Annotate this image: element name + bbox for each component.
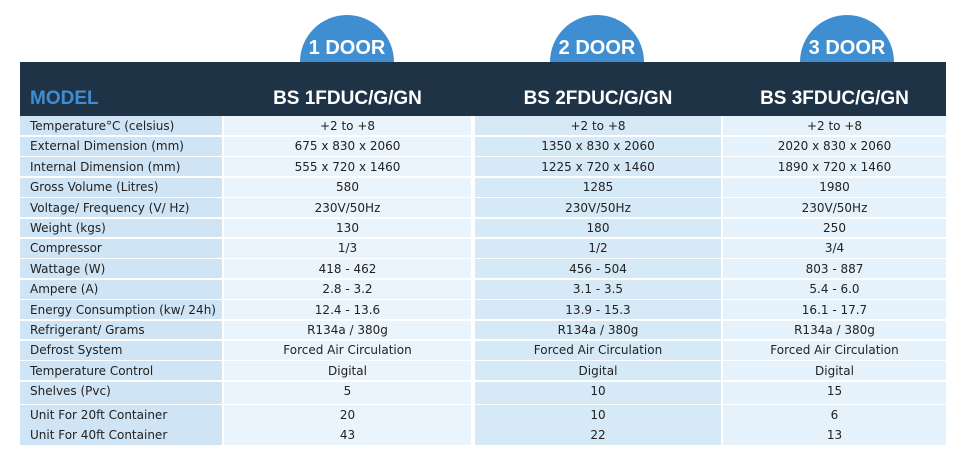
value-cell: 675 x 830 x 2060: [294, 139, 401, 154]
value-cell: 1225 x 720 x 1460: [541, 159, 655, 174]
value-cell: 180: [586, 221, 610, 235]
value-cell: 22: [590, 428, 606, 442]
column-bg: [224, 116, 471, 446]
value-cell: 250: [823, 221, 846, 235]
value-cell: 1/2: [588, 241, 608, 256]
row-separator: [20, 217, 946, 219]
value-cell: 555 x 720 x 1460: [294, 159, 401, 174]
value-cell: 43: [339, 428, 356, 442]
value-cell: R134a / 380g: [307, 323, 388, 337]
value-cell: 456 - 504: [569, 261, 627, 276]
header-band: [20, 62, 946, 116]
value-cell: 10: [590, 384, 606, 399]
value-cell: 10: [590, 407, 606, 422]
value-cell: +2 to +8: [319, 119, 376, 133]
label-cell: Unit For 20ft Container: [30, 407, 168, 422]
row-separator: [20, 298, 946, 301]
value-cell: 1285: [582, 180, 614, 195]
value-cell: 5: [343, 384, 352, 399]
row-separator: [20, 237, 946, 239]
model-name: BS 1FDUC/G/GN: [273, 88, 422, 109]
value-cell: 20: [339, 407, 356, 422]
value-cell: Forced Air Circulation: [533, 343, 663, 358]
value-cell: 418 - 462: [318, 261, 377, 276]
value-cell: 230V/50Hz: [801, 200, 868, 215]
label-cell: External Dimension (mm): [30, 139, 184, 154]
row-separator: [20, 257, 946, 260]
label-cell: Defrost System: [30, 343, 123, 358]
label-cell: Internal Dimension (mm): [30, 159, 181, 174]
value-cell: Forced Air Circulation: [283, 343, 412, 358]
row-separator: [20, 403, 946, 406]
label-cell: Temperature°C (celsius): [30, 119, 175, 133]
column-bg: [20, 116, 222, 446]
model-name: BS 2FDUC/G/GN: [523, 88, 673, 109]
value-cell: Digital: [328, 363, 367, 378]
value-cell: 580: [336, 180, 359, 195]
label-cell: Weight (kgs): [30, 221, 106, 235]
value-cell: 2.8 - 3.2: [322, 282, 373, 297]
label-cell: Voltage/ Frequency (V/ Hz): [30, 200, 190, 215]
value-cell: 1350 x 830 x 2060: [541, 139, 655, 154]
row-separator: [20, 176, 946, 178]
value-cell: R134a / 380g: [794, 323, 875, 337]
value-cell: 2020 x 830 x 2060: [777, 139, 892, 154]
model-name: BS 3FDUC/G/GN: [760, 88, 909, 109]
value-cell: 1890 x 720 x 1460: [777, 159, 892, 174]
value-cell: 16.1 - 17.7: [801, 302, 868, 317]
value-cell: Digital: [578, 363, 618, 378]
value-cell: 13.9 - 15.3: [565, 302, 631, 317]
row-separator: [20, 380, 946, 382]
value-cell: Forced Air Circulation: [770, 343, 899, 358]
label-cell: Gross Volume (Litres): [30, 180, 159, 195]
label-cell: Ampere (A): [30, 282, 99, 297]
value-cell: R134a / 380g: [557, 323, 639, 337]
value-cell: 12.4 - 13.6: [314, 302, 381, 317]
row-separator: [20, 278, 946, 280]
value-cell: 6: [830, 407, 839, 422]
value-cell: Digital: [815, 363, 854, 378]
row-separator: [20, 339, 946, 341]
label-cell: Compressor: [30, 241, 102, 256]
column-bg: [723, 116, 946, 446]
value-cell: 5.4 - 6.0: [809, 282, 860, 297]
value-cell: 230V/50Hz: [314, 200, 381, 215]
value-cell: 3.1 - 3.5: [572, 282, 624, 297]
label-cell: Wattage (W): [30, 261, 106, 276]
row-separator: [20, 359, 946, 362]
value-cell: 15: [826, 384, 843, 399]
value-cell: 1980: [819, 180, 850, 195]
value-cell: 1/3: [337, 241, 358, 256]
value-cell: 130: [336, 221, 359, 235]
label-cell: Temperature Control: [30, 363, 154, 378]
value-cell: 13: [826, 428, 843, 442]
column-bg: [475, 116, 721, 446]
row-separator: [20, 155, 946, 158]
label-cell: Refrigerant/ Grams: [30, 323, 145, 337]
value-cell: 803 - 887: [805, 261, 864, 276]
label-cell: Unit For 40ft Container: [30, 428, 168, 442]
model-label: MODEL: [30, 88, 99, 109]
label-cell: Energy Consumption (kw/ 24h): [30, 302, 216, 317]
value-cell: 3/4: [824, 241, 845, 256]
label-cell: Shelves (Pvc): [30, 384, 111, 399]
row-separator: [20, 196, 946, 199]
value-cell: +2 to +8: [570, 119, 626, 133]
value-cell: +2 to +8: [806, 119, 863, 133]
row-separator: [20, 135, 946, 137]
row-separator: [20, 319, 946, 321]
value-cell: 230V/50Hz: [565, 200, 631, 215]
